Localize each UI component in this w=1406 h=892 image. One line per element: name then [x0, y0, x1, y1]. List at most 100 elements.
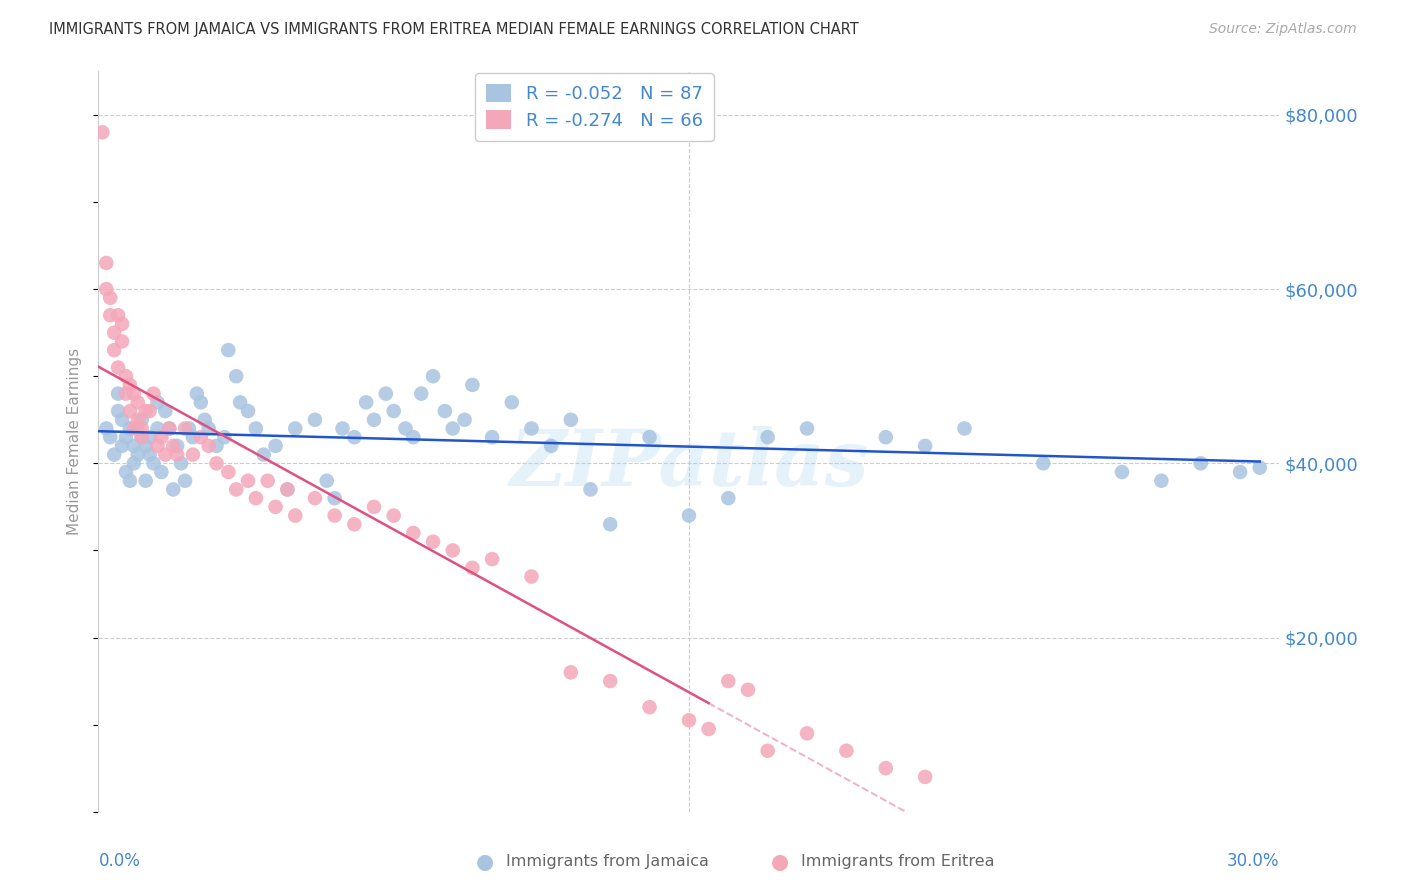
- Point: [264, 500, 287, 514]
- Point: [433, 404, 456, 418]
- Point: [122, 421, 145, 435]
- Point: [461, 561, 484, 575]
- Point: [118, 404, 141, 418]
- Point: [284, 508, 307, 523]
- Point: [181, 430, 204, 444]
- Point: [91, 125, 114, 139]
- Point: [276, 483, 298, 497]
- Point: [411, 386, 433, 401]
- Point: [304, 491, 326, 505]
- Point: [678, 508, 700, 523]
- Point: [122, 456, 145, 470]
- Point: [155, 404, 177, 418]
- Point: [135, 439, 157, 453]
- Point: [579, 483, 602, 497]
- Point: [276, 483, 298, 497]
- Point: [214, 430, 236, 444]
- Point: [382, 404, 405, 418]
- Point: [115, 369, 138, 384]
- Text: ●: ●: [772, 852, 789, 871]
- Point: [756, 744, 779, 758]
- Point: [441, 543, 464, 558]
- Point: [363, 500, 385, 514]
- Point: [98, 291, 121, 305]
- Point: [103, 448, 125, 462]
- Point: [461, 378, 484, 392]
- Point: [96, 282, 118, 296]
- Point: [103, 343, 125, 357]
- Point: [229, 395, 252, 409]
- Point: [166, 439, 188, 453]
- Point: [382, 508, 405, 523]
- Point: [197, 421, 219, 435]
- Point: [343, 517, 366, 532]
- Point: [127, 395, 149, 409]
- Point: [225, 483, 247, 497]
- Point: [131, 430, 153, 444]
- Point: [107, 386, 129, 401]
- Point: [150, 430, 173, 444]
- Point: [197, 439, 219, 453]
- Point: [174, 474, 197, 488]
- Point: [138, 404, 160, 418]
- Point: [96, 256, 118, 270]
- Point: [481, 430, 503, 444]
- Point: [678, 713, 700, 727]
- Point: [177, 421, 200, 435]
- Text: 0.0%: 0.0%: [98, 853, 141, 871]
- Point: [111, 334, 134, 349]
- Point: [115, 430, 138, 444]
- Point: [520, 421, 543, 435]
- Point: [162, 483, 184, 497]
- Point: [1150, 474, 1173, 488]
- Y-axis label: Median Female Earnings: Median Female Earnings: [67, 348, 83, 535]
- Point: [599, 674, 621, 689]
- Point: [953, 421, 976, 435]
- Point: [638, 700, 661, 714]
- Point: [1249, 460, 1271, 475]
- Text: Immigrants from Jamaica: Immigrants from Jamaica: [506, 855, 709, 869]
- Point: [560, 413, 582, 427]
- Point: [1189, 456, 1212, 470]
- Point: [146, 439, 169, 453]
- Point: [186, 386, 208, 401]
- Point: [205, 439, 228, 453]
- Point: [560, 665, 582, 680]
- Point: [135, 404, 157, 418]
- Point: [599, 517, 621, 532]
- Point: [402, 526, 425, 541]
- Point: [914, 439, 936, 453]
- Point: [520, 569, 543, 583]
- Point: [131, 430, 153, 444]
- Point: [115, 386, 138, 401]
- Text: IMMIGRANTS FROM JAMAICA VS IMMIGRANTS FROM ERITREA MEDIAN FEMALE EARNINGS CORREL: IMMIGRANTS FROM JAMAICA VS IMMIGRANTS FR…: [49, 22, 859, 37]
- Point: [638, 430, 661, 444]
- Point: [304, 413, 326, 427]
- Point: [796, 726, 818, 740]
- Point: [343, 430, 366, 444]
- Point: [162, 439, 184, 453]
- Point: [150, 465, 173, 479]
- Text: 30.0%: 30.0%: [1227, 853, 1279, 871]
- Text: ZIPatlas: ZIPatlas: [509, 425, 869, 502]
- Point: [236, 404, 259, 418]
- Point: [122, 386, 145, 401]
- Point: [146, 395, 169, 409]
- Point: [107, 308, 129, 322]
- Point: [142, 386, 165, 401]
- Point: [190, 395, 212, 409]
- Point: [323, 508, 346, 523]
- Text: ●: ●: [477, 852, 494, 871]
- Point: [174, 421, 197, 435]
- Point: [756, 430, 779, 444]
- Point: [103, 326, 125, 340]
- Text: Source: ZipAtlas.com: Source: ZipAtlas.com: [1209, 22, 1357, 37]
- Point: [131, 413, 153, 427]
- Text: Immigrants from Eritrea: Immigrants from Eritrea: [801, 855, 995, 869]
- Point: [256, 474, 278, 488]
- Point: [501, 395, 523, 409]
- Point: [205, 456, 228, 470]
- Point: [142, 456, 165, 470]
- Point: [118, 421, 141, 435]
- Point: [354, 395, 377, 409]
